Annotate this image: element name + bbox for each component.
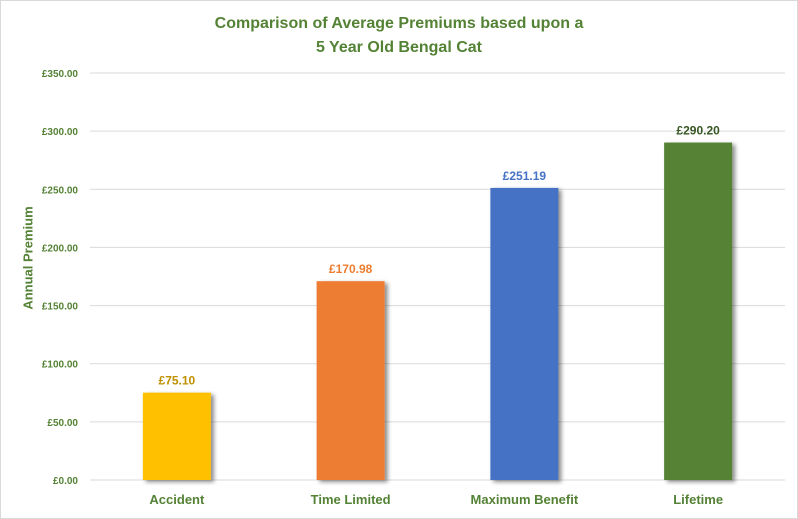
- data-labels: £75.10 £170.98 £251.19 £290.20: [159, 124, 721, 388]
- bar-time-limited: [316, 281, 385, 480]
- x-axis-categories: Accident Time Limited Maximum Benefit Lifet…: [149, 492, 723, 507]
- bars: [142, 142, 733, 480]
- data-label: £170.98: [329, 262, 373, 276]
- x-category-label: Maximum Benefit: [471, 492, 579, 507]
- data-label: £251.19: [503, 169, 547, 183]
- y-tick-label: £0.00: [53, 476, 78, 487]
- bar-lifetime: [664, 142, 733, 480]
- y-tick-label: £150.00: [42, 302, 79, 313]
- data-label: £75.10: [159, 374, 196, 388]
- chart-subtitle: 5 Year Old Bengal Cat: [316, 39, 482, 56]
- chart-title-line1: Comparison of Average Premiums based upo…: [214, 15, 584, 32]
- data-label: £290.20: [676, 124, 720, 138]
- y-tick-label: £300.00: [42, 127, 79, 138]
- x-category-label: Time Limited: [311, 492, 391, 507]
- y-axis-ticks: £0.00 £50.00 £100.00 £150.00 £200.00 £250.00 £…: [42, 69, 79, 487]
- y-tick-label: £100.00: [42, 360, 79, 371]
- bar-accident: [142, 392, 211, 480]
- bar-maximum-benefit: [490, 187, 559, 480]
- x-category-label: Lifetime: [673, 492, 723, 507]
- y-tick-label: £200.00: [42, 243, 79, 254]
- y-tick-label: £250.00: [42, 185, 79, 196]
- y-tick-label: £350.00: [42, 69, 79, 80]
- x-category-label: Accident: [149, 492, 205, 507]
- y-tick-label: £50.00: [47, 418, 78, 429]
- chart-title: Comparison of Average Premiums based upo…: [0, 12, 798, 60]
